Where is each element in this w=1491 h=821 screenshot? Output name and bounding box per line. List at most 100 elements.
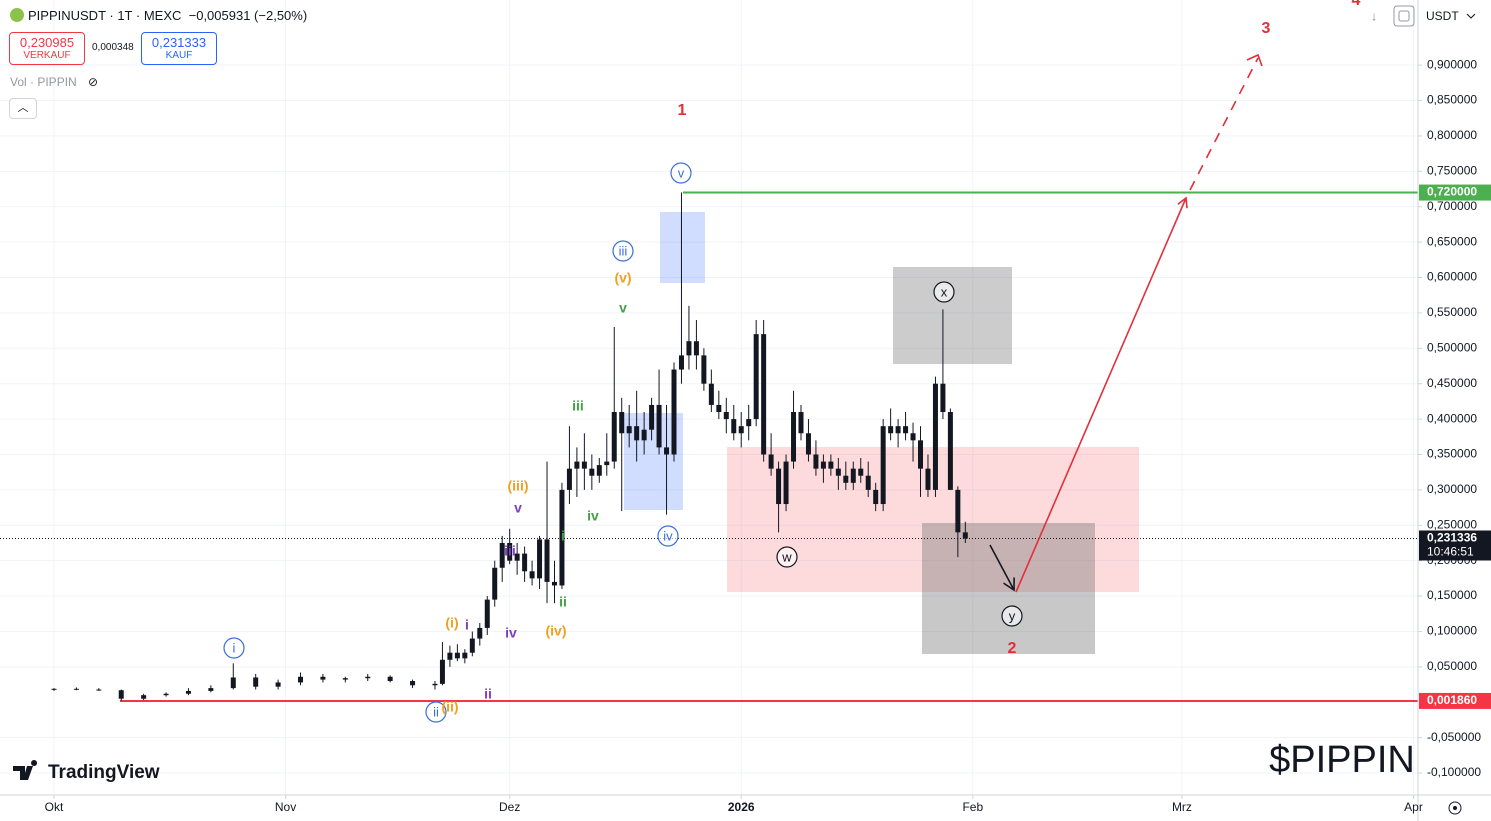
candle-body	[484, 599, 490, 628]
candle-body	[880, 426, 886, 505]
x-tick-label: Nov	[275, 800, 296, 814]
y-tick-label: 0,050000	[1427, 659, 1477, 673]
y-tick-label: 0,900000	[1427, 57, 1477, 71]
candle-body	[865, 475, 871, 490]
axes: 0,900000 0,850000 0,800000 0,750000 0,700000…	[45, 57, 1491, 814]
y-tick-label: -0,050000	[1427, 730, 1481, 744]
x-tick-label: Okt	[45, 800, 64, 814]
candle-body	[604, 461, 610, 466]
brand-name: TradingView	[48, 762, 160, 783]
candle-body	[589, 468, 595, 476]
candle-body	[932, 383, 938, 490]
arrows	[989, 53, 1263, 593]
candle-body	[163, 693, 169, 696]
symbol[interactable]: PIPPINUSDT · 1T · MEXC	[28, 8, 182, 23]
candle-body	[230, 677, 236, 689]
level-price-box	[1419, 184, 1491, 201]
settings-icon-dot	[1453, 806, 1457, 810]
candle-body	[761, 334, 767, 455]
wave-label: (iii)	[508, 478, 529, 494]
candle-body	[544, 539, 550, 582]
currency-caret	[1466, 13, 1476, 19]
wave-label-circle	[933, 281, 955, 303]
x-tick-label: Apr	[1404, 800, 1423, 814]
candle-body	[447, 652, 453, 660]
wave-label: iv	[505, 625, 517, 641]
candle-body	[738, 426, 744, 434]
watermark: $PIPPIN	[1269, 739, 1415, 781]
candle-body	[858, 468, 864, 476]
buy-price: 0,231333	[151, 35, 207, 50]
candle-body	[634, 426, 640, 441]
candle-body	[454, 652, 460, 659]
candle-body	[783, 461, 789, 505]
visibility-icon[interactable]: ⊘	[88, 75, 99, 89]
candle-body	[753, 334, 759, 420]
wave-label-circle	[223, 637, 245, 659]
candle-body	[678, 355, 684, 370]
wave-label: (i)	[445, 615, 458, 631]
buy-button[interactable]: 0,231333 KAUF	[141, 32, 217, 65]
y-tick-label: 0,700000	[1427, 199, 1477, 213]
candle-body	[298, 676, 304, 683]
sell-label: VERKAUF	[23, 50, 71, 61]
y-tick-label: 0,750000	[1427, 163, 1477, 177]
change: −0,005931 (−2,50%)	[188, 8, 308, 23]
buy-label: KAUF	[165, 50, 193, 61]
candle-body	[708, 383, 714, 405]
sell-price: 0,230985	[19, 35, 75, 50]
candle-body	[574, 461, 580, 469]
wave-label: 4	[1352, 0, 1361, 9]
wave-label: 1	[678, 102, 687, 119]
x-tick-label: 2026	[728, 800, 755, 814]
wave-label: w	[781, 549, 792, 564]
wave-label: v	[514, 500, 522, 516]
wave-label: v	[678, 165, 685, 180]
candle-body	[410, 681, 416, 686]
candle-body	[731, 419, 737, 434]
candle-body	[888, 426, 894, 434]
currency[interactable]: USDT	[1426, 9, 1459, 23]
y-tick-label: -0,100000	[1427, 765, 1481, 779]
wave-label-circle	[657, 525, 679, 547]
download-icon[interactable]: ↓	[1371, 8, 1378, 23]
candle-body	[469, 638, 475, 653]
candle-body	[365, 676, 371, 679]
level-price-box	[1419, 692, 1491, 709]
y-tick-label: 0,650000	[1427, 234, 1477, 248]
candle-body	[649, 404, 655, 430]
candle-body	[185, 690, 191, 694]
candle-body	[559, 489, 565, 586]
wave-label: (ii)	[441, 699, 458, 715]
screenshot-icon[interactable]	[1393, 5, 1415, 27]
y-tick-label: 0,450000	[1427, 376, 1477, 390]
candle-body	[918, 440, 924, 469]
wave-label: iii	[504, 543, 516, 559]
x-tick-label: Dez	[499, 800, 520, 814]
collapse-button[interactable]: ︿	[9, 98, 37, 119]
candle-body	[693, 341, 699, 356]
sell-button[interactable]: 0,230985 VERKAUF	[9, 32, 85, 65]
candle-body	[873, 489, 879, 505]
arrow-dashed	[1189, 57, 1259, 191]
wave-label: iii	[619, 243, 628, 258]
y-tick-label: 0,350000	[1427, 447, 1477, 461]
y-tick-label: 0,550000	[1427, 305, 1477, 319]
screenshot-icon-inner	[1398, 10, 1410, 22]
candle-body	[813, 454, 819, 469]
last-price-label: 0,231336	[1427, 531, 1477, 545]
wave-label-circle	[776, 546, 798, 568]
candle-body	[835, 468, 841, 476]
wave-label: (iv)	[546, 623, 567, 639]
brand: TradingView	[13, 760, 160, 783]
zone-blue	[660, 212, 705, 283]
candle-body	[320, 676, 326, 680]
candle-body	[843, 475, 849, 483]
candle-body	[73, 688, 79, 690]
candle-body	[507, 542, 513, 561]
zone-gray	[922, 523, 1095, 654]
candle-body	[768, 454, 774, 469]
candle-body	[492, 567, 498, 600]
settings-icon[interactable]	[1448, 801, 1462, 815]
